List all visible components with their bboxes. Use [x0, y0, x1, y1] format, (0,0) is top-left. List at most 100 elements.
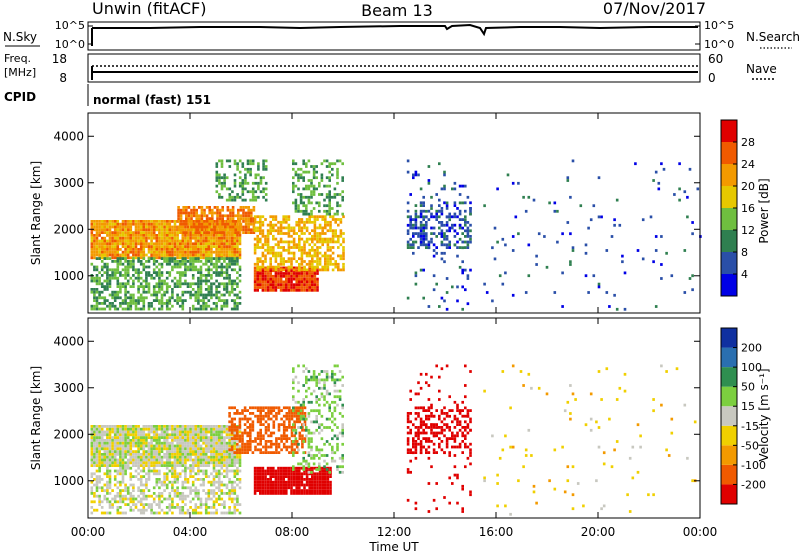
velocity-cell: [106, 427, 109, 431]
power-cell: [331, 251, 335, 255]
power-y-tick-label: 2000: [53, 222, 84, 236]
power-cell: [119, 231, 122, 234]
power-cell: [230, 279, 234, 283]
velocity-cell: [318, 486, 322, 490]
velocity-cell: [311, 475, 314, 478]
power-cell: [339, 254, 343, 258]
power-cell: [331, 257, 335, 261]
power-cell: [217, 250, 221, 254]
power-cell: [134, 307, 138, 311]
velocity-cell: [254, 414, 257, 418]
velocity-cell: [134, 461, 138, 465]
power-cell: [300, 257, 304, 261]
power-cell: [277, 229, 280, 233]
power-cell: [95, 302, 99, 305]
velocity-cell: [280, 448, 283, 452]
velocity-cell: [155, 480, 159, 484]
power-cell: [561, 232, 564, 236]
velocity-cell: [111, 427, 114, 431]
velocity-cell: [95, 464, 99, 467]
velocity-cell: [165, 511, 169, 515]
power-cell: [184, 262, 187, 266]
power-cell: [329, 237, 332, 241]
power-cell: [287, 218, 291, 221]
velocity-cell: [292, 423, 295, 427]
power-cell: [226, 220, 230, 223]
power-cell: [269, 251, 272, 255]
velocity-cell: [294, 400, 298, 404]
velocity-cell: [217, 453, 221, 456]
velocity-cell: [243, 445, 247, 449]
power-cell: [331, 195, 334, 199]
velocity-cell: [282, 406, 286, 410]
velocity-cell: [269, 406, 273, 410]
velocity-cell: [220, 444, 224, 448]
power-cell: [116, 222, 120, 226]
power-cell: [331, 215, 335, 219]
velocity-cell: [269, 483, 272, 487]
velocity-cell: [259, 406, 262, 410]
velocity-cell: [132, 494, 135, 498]
power-cell: [215, 262, 218, 266]
power-cell: [464, 201, 467, 205]
power-cell: [246, 181, 250, 185]
velocity-cell: [178, 475, 182, 478]
power-cell: [342, 246, 345, 249]
power-cell: [445, 229, 449, 233]
velocity-cell: [142, 455, 146, 459]
power-cell: [282, 288, 285, 292]
power-cell: [440, 187, 444, 191]
power-cell: [298, 272, 301, 275]
power-cell: [305, 277, 309, 281]
power-cell: [190, 228, 193, 232]
power-cell: [435, 212, 438, 216]
power-cell: [176, 231, 179, 234]
power-cell: [165, 262, 169, 266]
velocity-cell: [202, 450, 205, 453]
velocity-cell: [189, 441, 192, 445]
velocity-cell: [217, 436, 221, 439]
power-cell: [199, 279, 203, 283]
power-cell: [266, 288, 270, 292]
velocity-cell: [215, 455, 218, 459]
power-cell: [302, 204, 305, 208]
power-cell: [225, 262, 229, 266]
power-cell: [292, 254, 296, 258]
power-cell: [279, 237, 283, 241]
power-cell: [453, 201, 457, 205]
power-cell: [334, 218, 337, 221]
velocity-cell: [155, 461, 159, 465]
power-cell: [189, 262, 192, 266]
power-cell: [264, 218, 267, 221]
power-cell: [124, 260, 127, 263]
power-cell: [303, 283, 306, 287]
power-cell: [155, 282, 159, 286]
velocity-cell: [329, 480, 332, 484]
power-cell: [430, 204, 433, 208]
power-cell: [207, 242, 211, 246]
velocity-cell: [150, 427, 153, 431]
velocity-cell: [292, 398, 295, 401]
power-cell: [165, 288, 169, 291]
velocity-cell: [259, 466, 262, 470]
velocity-cell: [119, 511, 122, 515]
velocity-cell: [178, 492, 182, 495]
power-cell: [121, 299, 125, 302]
power-cell: [272, 277, 275, 281]
velocity-cell: [119, 494, 122, 498]
power-cell: [182, 231, 185, 234]
velocity-cell: [288, 451, 291, 454]
power-cell: [189, 282, 192, 286]
power-heatmap: [90, 159, 702, 311]
velocity-cell: [95, 475, 99, 478]
power-cell: [200, 214, 204, 218]
power-cell: [233, 198, 237, 202]
velocity-cell: [139, 453, 143, 456]
velocity-cell: [189, 486, 192, 490]
power-cell: [142, 222, 146, 226]
power-cell: [208, 220, 211, 223]
power-cell: [129, 260, 133, 263]
power-cell: [272, 251, 275, 255]
velocity-cell: [207, 497, 211, 501]
power-cell: [212, 282, 216, 286]
